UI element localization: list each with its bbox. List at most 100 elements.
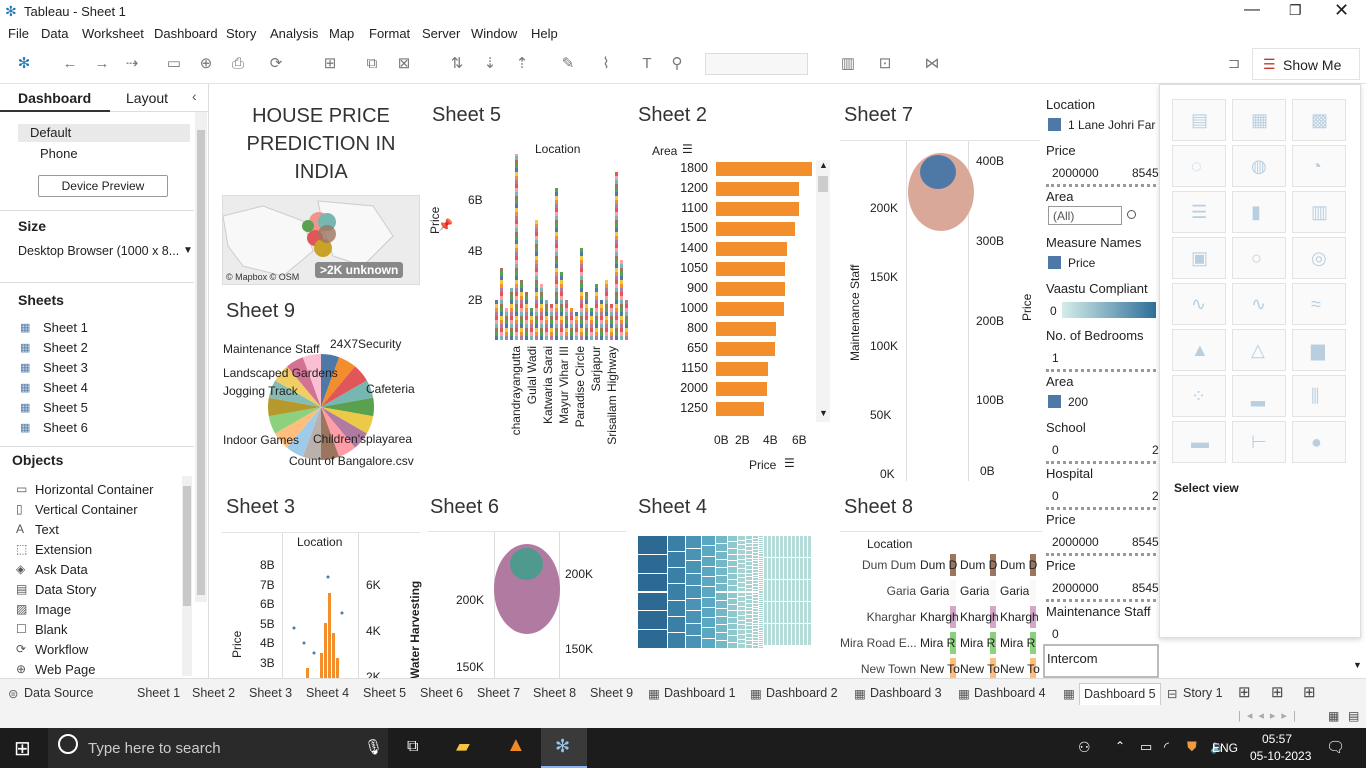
treemap-cell[interactable] <box>792 580 795 601</box>
treemap-cell[interactable] <box>788 558 791 579</box>
treemap-cell[interactable] <box>784 558 787 579</box>
pin-icon[interactable]: ⚲ <box>671 55 683 72</box>
treemap-cell[interactable] <box>746 577 752 581</box>
treemap-cell[interactable] <box>702 628 715 638</box>
treemap-cell[interactable] <box>668 568 685 584</box>
task-view-icon[interactable]: ⧉ <box>407 738 419 755</box>
new-story-icon[interactable]: ⊞ <box>1303 684 1316 701</box>
treemap-cell[interactable] <box>753 544 758 547</box>
tab-sheet-4[interactable]: Sheet 4 <box>306 686 350 700</box>
treemap-cell[interactable] <box>753 569 758 572</box>
treemap-cell[interactable] <box>808 624 811 645</box>
treemap-cell[interactable] <box>738 639 745 644</box>
treemap-cell[interactable] <box>746 551 752 554</box>
treemap-cell[interactable] <box>788 536 791 557</box>
treemap-cell[interactable] <box>638 573 667 592</box>
treemap-cell[interactable] <box>753 646 758 648</box>
tab-dashboard-1[interactable]: Dashboard 1 <box>664 686 736 700</box>
treemap-cell[interactable] <box>753 634 758 637</box>
area-discrete-icon[interactable]: △ <box>1232 329 1286 371</box>
swap-icon[interactable]: ⇅ <box>450 55 464 72</box>
treemap-cell[interactable] <box>772 558 775 579</box>
new-datasource-icon[interactable]: ⊕ <box>199 55 213 72</box>
treemap-cell[interactable] <box>668 584 685 600</box>
sheet6-chart[interactable]: 200K 150K 200K 150K <box>428 531 626 678</box>
treemap-cell[interactable] <box>668 552 685 568</box>
treemap-cell[interactable] <box>759 601 763 603</box>
treemap-cell[interactable] <box>728 586 737 592</box>
treemap-cell[interactable] <box>746 596 752 600</box>
sheet-list-item[interactable]: Sheet 5 <box>43 400 88 415</box>
filter-value[interactable]: 1 Lane Johri Far <box>1068 118 1156 132</box>
filter-value[interactable]: 1 <box>1052 351 1059 365</box>
treemap-cell[interactable] <box>800 624 803 645</box>
treemap-cell[interactable] <box>753 572 758 575</box>
slider-track[interactable] <box>1046 507 1156 510</box>
people-icon[interactable]: ⚇ <box>1078 739 1091 755</box>
treemap-cell[interactable] <box>759 572 763 575</box>
dual-combination-icon[interactable]: ▆ <box>1292 329 1346 371</box>
sheet6-circle[interactable] <box>510 548 543 580</box>
treemap-cell[interactable] <box>728 623 737 630</box>
treemap-cell[interactable] <box>768 602 771 623</box>
refresh-icon[interactable]: ⟳ <box>269 55 283 72</box>
treemap-cell[interactable] <box>746 547 752 551</box>
treemap-cell[interactable] <box>716 640 727 648</box>
treemap-cell[interactable] <box>702 577 715 587</box>
treemap-cell[interactable] <box>746 581 752 584</box>
treemap-cell[interactable] <box>759 640 763 642</box>
treemap-cell[interactable] <box>759 624 763 626</box>
treemap-cell[interactable] <box>788 624 791 645</box>
treemap-cell[interactable] <box>716 616 727 624</box>
treemap-cell[interactable] <box>759 634 763 636</box>
treemap-cell[interactable] <box>759 546 763 548</box>
treemap-cell[interactable] <box>746 539 752 543</box>
treemap-cell[interactable] <box>738 625 745 630</box>
treemap-cell[interactable] <box>772 536 775 557</box>
treemap-cell[interactable] <box>759 564 763 566</box>
treemap-cell[interactable] <box>800 558 803 579</box>
treemap-cell[interactable] <box>728 573 737 579</box>
vlc-icon[interactable]: ▲ <box>506 734 526 756</box>
filter-value[interactable]: 2 <box>1152 443 1159 457</box>
treemap-cell[interactable] <box>759 618 763 620</box>
treemap-cell[interactable] <box>746 630 752 633</box>
sheet8-mark[interactable] <box>1030 658 1036 678</box>
taskbar-search[interactable]: Type here to search 🎙 <box>48 728 388 768</box>
treemap-cell[interactable] <box>638 611 667 630</box>
treemap-cell[interactable] <box>738 601 745 606</box>
treemap-cell[interactable] <box>759 552 763 554</box>
circle-views-icon[interactable]: ○ <box>1232 237 1286 279</box>
treemap-cell[interactable] <box>792 536 795 557</box>
left-scrollbar[interactable] <box>195 112 207 602</box>
sheet7-chart[interactable]: Maintenance Staff 200K 150K 100K 50K 0K … <box>840 140 1040 481</box>
sheet2-chart[interactable]: 1800 1200 1100 1500 1400 1050 900 1000 800 650 115… <box>650 160 820 422</box>
treemap-cell[interactable] <box>759 570 763 572</box>
treemap-cell[interactable] <box>768 580 771 601</box>
size-dropdown-icon[interactable]: ▼ <box>183 245 193 256</box>
treemap-cell[interactable] <box>738 620 745 625</box>
tab-sheet-5[interactable]: Sheet 5 <box>363 686 407 700</box>
sheet2-bar[interactable] <box>716 242 787 256</box>
area-filter-input[interactable]: (All) <box>1048 206 1122 225</box>
treemap-cell[interactable] <box>738 564 745 568</box>
treemap-cell[interactable] <box>759 638 763 640</box>
menu-dashboard[interactable]: Dashboard <box>154 26 218 41</box>
treemap-cell[interactable] <box>686 573 701 586</box>
gantt-chart-icon[interactable]: ▬ <box>1172 421 1226 463</box>
treemap-cell[interactable] <box>784 624 787 645</box>
treemap-cell[interactable] <box>753 640 758 643</box>
sheet4-treemap[interactable] <box>638 536 828 649</box>
treemap-cell[interactable] <box>759 626 763 628</box>
sheet2-bar[interactable] <box>716 222 795 236</box>
treemap-cell[interactable] <box>746 622 752 626</box>
treemap-cell[interactable] <box>746 562 752 566</box>
treemap-cell[interactable] <box>776 558 779 579</box>
box-whisker-icon[interactable]: ⫼ <box>1292 375 1346 417</box>
windows-start-icon[interactable]: ⊞ <box>14 738 31 760</box>
treemap-cell[interactable] <box>764 558 767 579</box>
tab-sheet-3[interactable]: Sheet 3 <box>249 686 293 700</box>
treemap-cell[interactable] <box>728 611 737 617</box>
treemap-cell[interactable] <box>784 602 787 623</box>
treemap-cell[interactable] <box>759 544 763 546</box>
